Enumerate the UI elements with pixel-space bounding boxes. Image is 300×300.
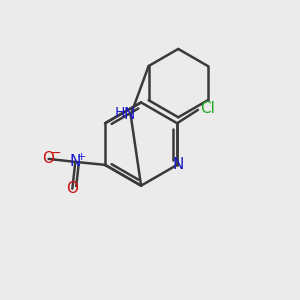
Text: H: H [115, 106, 125, 120]
Text: N: N [124, 107, 135, 122]
Text: O: O [66, 181, 78, 196]
Text: N: N [173, 158, 184, 172]
Text: −: − [51, 147, 61, 160]
Text: O: O [43, 152, 55, 166]
Text: N: N [70, 154, 81, 169]
Text: +: + [77, 152, 87, 161]
Text: Cl: Cl [200, 101, 215, 116]
